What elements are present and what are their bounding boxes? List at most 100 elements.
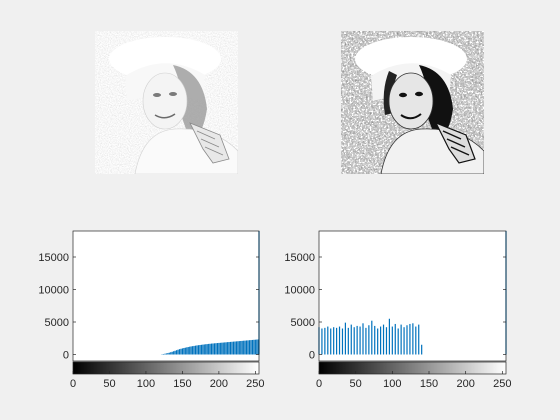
bar-left-51 — [235, 341, 237, 355]
bar-left-28 — [202, 344, 204, 355]
bar-left-49 — [232, 341, 235, 355]
bar-left-30 — [205, 344, 207, 355]
photo-panel-left — [95, 31, 238, 174]
bar-right-1 — [321, 328, 323, 355]
bar-left-5 — [168, 352, 170, 355]
photo-woman-in-hat-light-icon — [95, 31, 238, 174]
bar-left-40 — [219, 342, 221, 355]
bar-left-31 — [206, 344, 208, 355]
bar-left-47 — [229, 341, 232, 355]
bar-left-46 — [228, 342, 230, 355]
bar-left-26 — [199, 345, 201, 355]
bar-right-5 — [333, 327, 335, 355]
bar-left-42 — [222, 342, 224, 355]
bar-left-17 — [186, 347, 188, 355]
bar-right-12 — [353, 327, 355, 355]
bar-left-21 — [192, 346, 194, 355]
bar-left-11 — [177, 349, 179, 355]
bar-right-17 — [368, 325, 370, 355]
bar-right-6 — [336, 327, 338, 355]
bar-left-54 — [240, 340, 242, 355]
bar-left-23 — [194, 345, 197, 355]
bar-left-44 — [225, 342, 227, 355]
bar-right-32 — [412, 323, 414, 355]
bar-right-21 — [380, 326, 382, 355]
ytick-label-left-3: 15000 — [38, 252, 69, 264]
bar-right-22 — [382, 324, 385, 355]
bar-left-13 — [180, 348, 182, 355]
photo-woman-in-hat-contrast-icon — [341, 31, 484, 174]
bar-left-32 — [208, 343, 210, 355]
bar-left-19 — [189, 346, 191, 355]
bar-left-63 — [253, 339, 255, 355]
bar-right-8 — [341, 328, 344, 355]
bar-right-25 — [391, 326, 393, 355]
bar-right-7 — [338, 326, 341, 355]
bar-left-33 — [209, 343, 211, 355]
axes-box-right — [318, 230, 507, 362]
bar-left-45 — [227, 342, 229, 355]
bar-left-16 — [184, 347, 186, 355]
bar-left-53 — [238, 341, 240, 355]
bar-left-9 — [174, 350, 176, 355]
bar-right-4 — [330, 328, 332, 355]
photo-panel-right — [341, 31, 484, 174]
xtick-label-left-5: 250 — [246, 378, 264, 390]
ytick-label-right-2: 10000 — [284, 285, 315, 297]
ytick-label-right-3: 15000 — [284, 252, 315, 264]
bar-right-18 — [371, 320, 373, 355]
xtick-label-right-4: 200 — [456, 378, 474, 390]
bar-left-65 — [256, 339, 258, 355]
bar-left-41 — [221, 342, 223, 355]
bar-right-24 — [388, 318, 390, 355]
bar-left-37 — [215, 343, 217, 355]
bar-left-14 — [181, 348, 184, 355]
bar-left-66 — [257, 339, 259, 355]
bar-left-25 — [197, 345, 200, 355]
bar-right-34 — [418, 324, 420, 355]
bar-right-30 — [406, 325, 408, 355]
bar-right-16 — [365, 327, 367, 355]
bar-left-38 — [216, 343, 219, 355]
xtick-label-right-3: 150 — [420, 378, 438, 390]
xtick-label-left-1: 50 — [103, 378, 115, 390]
grayscale-colorbar-left — [72, 361, 260, 375]
ytick-label-right-0: 0 — [309, 350, 315, 362]
axes-box-left — [72, 230, 260, 362]
bar-right-26 — [394, 323, 396, 355]
bar-right-9 — [344, 322, 346, 355]
bar-left-36 — [213, 343, 216, 355]
bar-left-27 — [200, 344, 202, 355]
bar-right-11 — [350, 324, 352, 355]
bar-left-24 — [196, 345, 198, 355]
bar-left-39 — [218, 342, 220, 355]
bar-left-48 — [231, 341, 233, 355]
bar-right-14 — [359, 326, 361, 355]
bar-left-6 — [170, 352, 172, 355]
bar-left-4 — [167, 353, 169, 355]
bar-left-59 — [247, 340, 249, 355]
bar-left-43 — [224, 342, 226, 355]
bar-right-19 — [374, 325, 376, 355]
bar-right-3 — [327, 326, 329, 355]
bar-right-13 — [356, 325, 358, 355]
bar-right-28 — [400, 324, 402, 355]
bar-left-61 — [250, 340, 252, 355]
bar-left-1 — [162, 353, 165, 355]
ytick-label-right-1: 5000 — [291, 317, 315, 329]
bar-left-58 — [246, 340, 248, 355]
xtick-label-right-5: 250 — [493, 378, 511, 390]
bar-left-29 — [203, 344, 205, 355]
xtick-label-left-4: 200 — [210, 378, 228, 390]
bar-left-7 — [171, 351, 173, 355]
bar-right-27 — [397, 328, 399, 355]
bar-left-34 — [210, 343, 213, 355]
bar-right-2 — [324, 327, 326, 355]
bar-left-22 — [193, 345, 195, 355]
bar-right-23 — [385, 327, 388, 355]
ytick-label-left-2: 10000 — [38, 285, 69, 297]
bar-left-2 — [164, 353, 166, 355]
bar-left-3 — [165, 353, 167, 355]
plot-area-left — [73, 231, 259, 361]
bar-right-31 — [409, 323, 411, 355]
